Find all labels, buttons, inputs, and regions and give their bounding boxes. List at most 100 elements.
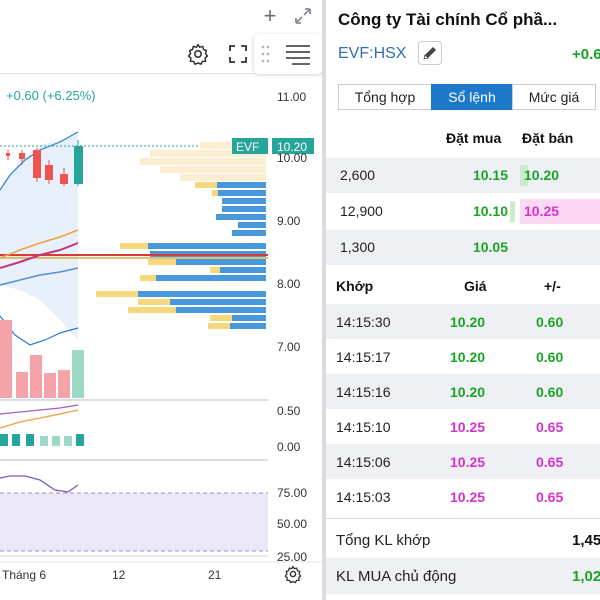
ma-band-fill (0, 133, 78, 340)
price-tag-symbol: EVF (236, 140, 259, 154)
match-row: 14:15:06 10.25 0.65 (326, 444, 600, 479)
price-tag: EVF 10.20 (232, 138, 314, 154)
tab-price-levels[interactable]: Mức giá (512, 84, 596, 110)
match-change: 0.65 (536, 454, 564, 470)
rsi-tick: 25.00 (277, 550, 307, 564)
orderbook-bid-price: 10.10 (472, 203, 508, 219)
y-tick: 10.00 (277, 151, 307, 165)
x-tick: Tháng 6 (2, 568, 46, 582)
orderbook-volume: 1,300 (340, 239, 376, 255)
tab-orderbook[interactable]: Sổ lệnh (431, 84, 513, 110)
axis-settings-gear-icon[interactable] (284, 565, 302, 584)
quote-panel: Công ty Tài chính Cổ phầ... EVF:HSX +0.6… (326, 0, 600, 600)
drawing-toolbar-toggle[interactable] (254, 34, 322, 74)
orderbook-row: 1,300 10.05 (326, 230, 600, 265)
bid-header: Đặt mua (446, 130, 502, 146)
ask-header: Đặt bán (522, 130, 574, 146)
match-change-header: +/- (544, 278, 561, 294)
x-tick: 21 (208, 568, 222, 582)
summary-label: KL MUA chủ động (336, 568, 457, 585)
ma-line-blue (0, 267, 79, 286)
match-time: 14:15:16 (336, 384, 391, 400)
match-time: 14:15:30 (336, 314, 391, 330)
bollinger-upper (0, 131, 79, 191)
macd-tick: 0.50 (277, 404, 301, 418)
y-tick: 8.00 (277, 277, 301, 291)
match-row: 14:15:03 10.25 0.65 (326, 479, 600, 514)
bollinger-lower (0, 315, 79, 346)
ask-volume-bar (520, 199, 600, 224)
chart-toolbar (0, 34, 322, 74)
macd-pane (0, 404, 84, 446)
orderbook-volume: 2,600 (340, 167, 376, 183)
match-change: 0.60 (536, 314, 564, 330)
drag-handle-icon[interactable] (261, 44, 271, 69)
match-time: 14:15:10 (336, 419, 391, 435)
price-change-label: +0.60 (+6.25%) (6, 88, 96, 103)
summary-label: Tổng KL khớp (336, 532, 431, 549)
fullscreen-icon[interactable] (226, 42, 250, 66)
match-price: 10.20 (450, 349, 486, 365)
match-change: 0.65 (536, 489, 564, 505)
summary-row-active-buy: KL MUA chủ động 1,02 (326, 558, 600, 594)
orderbook-volume: 12,900 (340, 203, 383, 219)
company-name: Công ty Tài chính Cổ phầ... (338, 10, 558, 29)
quote-tabs: Tổng hợp Sổ lệnh Mức giá (338, 84, 596, 110)
panel-divider[interactable] (322, 0, 326, 600)
price-tag-value: 10.20 (277, 140, 307, 154)
ticker-symbol[interactable]: EVF:HSX (338, 45, 407, 62)
match-time: 14:15:03 (336, 489, 391, 505)
pencil-icon (423, 47, 436, 60)
price-change-value: +0.6 (572, 46, 600, 63)
add-icon[interactable]: + (263, 3, 277, 28)
orderbook-bid-price: 10.15 (472, 167, 508, 183)
tab-summary[interactable]: Tổng hợp (338, 84, 432, 110)
match-price: 10.25 (450, 454, 486, 470)
y-tick: 9.00 (277, 214, 301, 228)
expand-icon[interactable] (291, 4, 315, 28)
menu-lines-icon[interactable] (284, 42, 312, 71)
orderbook-row: 12,900 10.10 10.25 (326, 194, 600, 229)
x-tick: 12 (112, 568, 126, 582)
match-price: 10.20 (450, 314, 486, 330)
edit-ticker-button[interactable] (418, 41, 442, 65)
rsi-tick: 50.00 (277, 517, 307, 531)
match-time: 14:15:17 (336, 349, 391, 365)
orderbook-bid-price: 10.05 (472, 239, 508, 255)
match-row: 14:15:16 10.20 0.60 (326, 374, 600, 409)
match-row: 14:15:17 10.20 0.60 (326, 339, 600, 374)
orderbook-row: 2,600 10.15 10.20 (326, 158, 600, 193)
match-time-header: Khớp (336, 278, 374, 294)
macd-tick: 0.00 (277, 440, 301, 454)
match-time: 14:15:06 (336, 454, 391, 470)
summary-value: 1,02 (572, 568, 600, 585)
volume-bars (0, 320, 84, 398)
match-price: 10.20 (450, 384, 486, 400)
settings-gear-icon[interactable] (186, 42, 210, 66)
price-chart[interactable]: EVF 10.20 11.00 10.00 9.00 8.00 7.00 0.5… (0, 74, 322, 600)
bid-volume-bar (510, 201, 515, 222)
y-tick: 11.00 (277, 90, 306, 104)
orderbook-ask-price: 10.20 (524, 167, 560, 183)
chart-panel[interactable]: + (0, 0, 322, 600)
ma-line-orange (0, 229, 79, 259)
rsi-pane (0, 475, 268, 552)
match-row: 14:15:30 10.20 0.60 (326, 304, 600, 339)
summary-divider (326, 518, 600, 519)
matches-header: Khớp Giá +/- (326, 268, 600, 304)
chart-topbar: + (0, 0, 322, 32)
match-price-header: Giá (464, 278, 487, 294)
ask-volume-bar (520, 165, 528, 186)
candles (6, 140, 83, 186)
match-change: 0.60 (536, 384, 564, 400)
summary-row-total-volume: Tổng KL khớp 1,45 (326, 522, 600, 558)
summary-value: 1,45 (572, 532, 600, 549)
match-change: 0.65 (536, 419, 564, 435)
match-row: 14:15:10 10.25 0.65 (326, 409, 600, 444)
match-change: 0.60 (536, 349, 564, 365)
volume-profile (96, 142, 266, 329)
match-price: 10.25 (450, 419, 486, 435)
rsi-tick: 75.00 (277, 486, 307, 500)
orderbook-ask-price: 10.25 (524, 203, 560, 219)
match-price: 10.25 (450, 489, 486, 505)
